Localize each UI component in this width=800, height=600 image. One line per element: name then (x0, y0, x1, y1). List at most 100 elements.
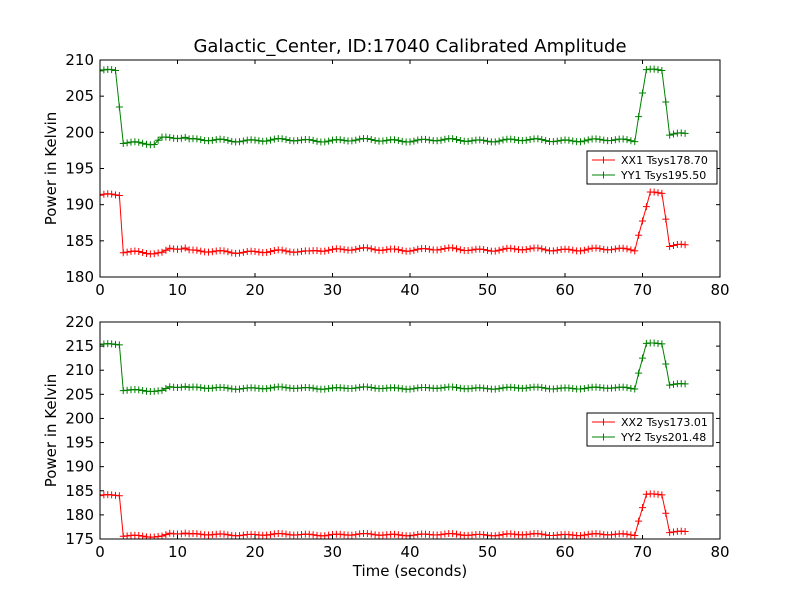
legend-label: YY1 Tsys195.50 (620, 169, 706, 182)
legend: XX2 Tsys173.01 YY2 Tsys201.48 (586, 412, 714, 447)
legend-marker (600, 433, 607, 441)
data-point (538, 136, 546, 144)
data-point (499, 245, 507, 253)
data-point (340, 136, 348, 144)
data-point (154, 249, 162, 257)
data-point (197, 136, 205, 144)
data-point (239, 137, 247, 145)
data-point (313, 137, 321, 145)
data-point (224, 531, 232, 539)
data-point (383, 136, 391, 144)
data-point (449, 135, 457, 143)
data-point (484, 137, 491, 145)
data-point (193, 530, 201, 538)
data-point (394, 531, 402, 539)
data-point (309, 531, 317, 539)
data-point (143, 140, 150, 148)
data-point (236, 385, 243, 393)
data-point (453, 135, 460, 143)
data-point (278, 135, 286, 143)
y-tick-label: 190 (65, 196, 94, 214)
x-tick-label: 10 (168, 281, 187, 299)
data-point (484, 246, 491, 254)
y-tick-label: 205 (65, 385, 94, 403)
data-point (468, 246, 476, 254)
data-point (627, 137, 635, 145)
data-point (158, 248, 166, 256)
data-point (491, 247, 499, 255)
data-point (577, 138, 584, 146)
data-point (449, 244, 457, 252)
legend-box (586, 150, 718, 185)
data-point (499, 384, 507, 392)
x-tick-label: 80 (710, 543, 729, 561)
data-point (522, 531, 530, 539)
data-point (580, 246, 588, 254)
y-tick-label: 200 (65, 409, 94, 427)
data-point (193, 383, 201, 391)
data-point (627, 531, 635, 539)
data-point (197, 530, 205, 538)
data-point (108, 491, 116, 499)
data-point (139, 386, 147, 394)
chart-panel-2: 0 10 20 30 40 50 60 70 80 175 180 185 190 195 200 205 21… (42, 313, 730, 580)
data-point (406, 385, 414, 393)
data-point (298, 247, 305, 255)
data-point (135, 531, 143, 539)
data-point (139, 532, 147, 539)
data-point (639, 89, 646, 97)
data-point (325, 246, 333, 254)
data-point (410, 246, 418, 254)
data-point (538, 245, 546, 253)
data-point (282, 384, 290, 392)
data-point (398, 137, 406, 145)
data-point (278, 246, 286, 254)
legend-label: XX1 Tsys178.70 (621, 154, 708, 167)
data-point (181, 383, 189, 391)
y-tick-label: 190 (65, 458, 94, 476)
legend-marker (600, 418, 607, 426)
data-point (220, 530, 228, 538)
data-point (177, 134, 185, 142)
data-point (177, 383, 185, 391)
data-point (224, 384, 232, 392)
data-point (433, 137, 441, 145)
data-point (363, 244, 371, 252)
x-tick-label: 30 (323, 543, 342, 561)
x-tick-label: 80 (710, 281, 729, 299)
data-point (220, 384, 228, 392)
data-point (658, 189, 666, 197)
data-point (158, 386, 166, 394)
data-point (108, 190, 116, 198)
data-point (367, 245, 375, 253)
data-point (208, 248, 216, 256)
data-point (611, 245, 619, 253)
data-point (453, 530, 460, 538)
data-point (635, 369, 643, 377)
x-tick-label: 30 (323, 281, 342, 299)
data-point (480, 136, 488, 144)
data-point (639, 217, 646, 225)
chart-panel-1: 0 10 20 30 40 50 60 70 80 180 185 190 195 200 205 210 Po… (42, 51, 730, 299)
x-tick-label: 20 (245, 281, 264, 299)
data-point (670, 241, 677, 249)
legend-marker (600, 156, 607, 164)
data-point (263, 248, 271, 256)
y-tick-label: 215 (65, 337, 94, 355)
data-point (456, 246, 464, 254)
data-point (309, 136, 317, 144)
data-point (410, 385, 418, 393)
data-point (340, 246, 348, 254)
data-point (580, 137, 588, 145)
data-point (123, 532, 131, 539)
data-point (181, 529, 189, 537)
data-point (100, 191, 104, 199)
data-point (371, 246, 379, 254)
data-point (580, 531, 588, 539)
y-tick-label: 180 (65, 268, 94, 286)
data-point (383, 246, 391, 254)
data-point (553, 137, 561, 145)
data-point (635, 517, 643, 525)
data-point (681, 380, 689, 388)
data-point (499, 136, 507, 144)
